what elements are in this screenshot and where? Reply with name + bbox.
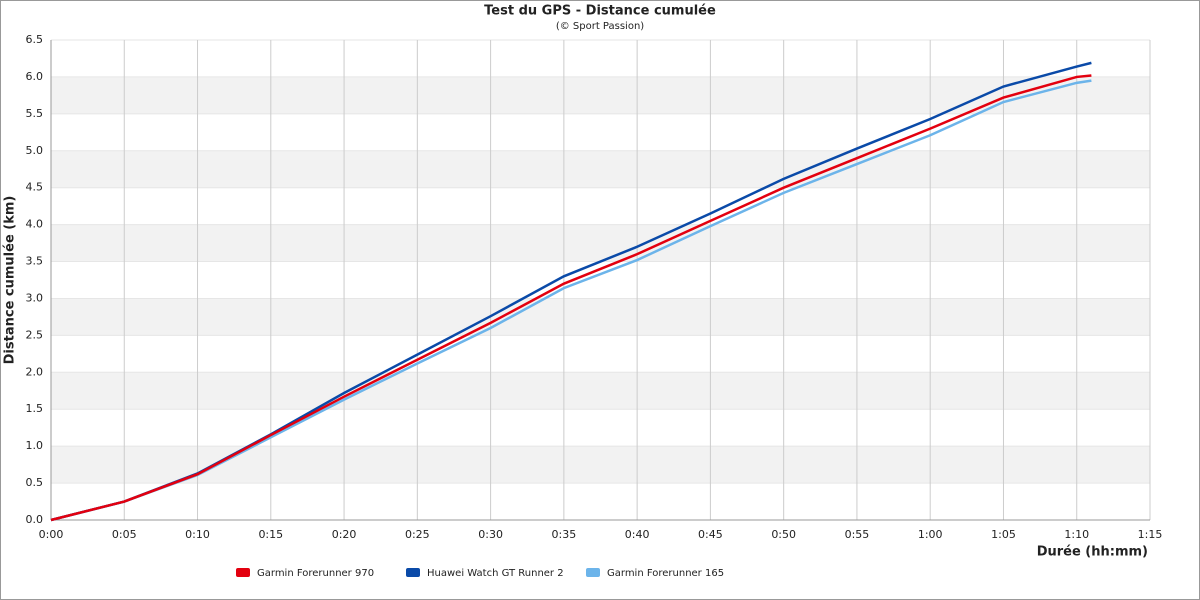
chart-title: Test du GPS - Distance cumulée [484, 4, 716, 19]
grid-band [51, 298, 1150, 336]
y-tick-label: 2.5 [26, 328, 44, 341]
x-tick-label: 0:55 [845, 528, 870, 541]
legend-swatch [406, 568, 420, 577]
line-series [50, 79, 1092, 522]
x-tick-label: 1:05 [991, 528, 1016, 541]
x-tick-label: 1:15 [1138, 528, 1163, 541]
x-tick-label: 0:05 [112, 528, 137, 541]
grid-band [51, 372, 1150, 410]
y-tick-label: 4.5 [26, 181, 44, 194]
legend-swatch [236, 568, 250, 577]
y-tick-label: 6.0 [26, 70, 44, 83]
y-tick-label: 1.0 [26, 439, 44, 452]
legend-swatch [586, 568, 600, 577]
x-tick-label: 0:30 [478, 528, 503, 541]
x-tick-label: 1:10 [1064, 528, 1089, 541]
x-tick-label: 1:00 [918, 528, 943, 541]
x-tick-label: 0:50 [771, 528, 796, 541]
x-tick-label: 0:20 [332, 528, 357, 541]
y-tick-label: 6.5 [26, 33, 44, 46]
legend-label: Garmin Forerunner 970 [257, 568, 374, 579]
line-series [50, 74, 1092, 522]
x-tick-label: 0:35 [552, 528, 577, 541]
y-tick-label: 5.5 [26, 107, 44, 120]
y-tick-label: 0.0 [26, 513, 44, 526]
bands [51, 40, 1150, 520]
y-tick-label: 2.0 [26, 365, 44, 378]
x-tick-label: 0:15 [258, 528, 283, 541]
y-tick-label: 4.0 [26, 218, 44, 231]
grid-band [51, 224, 1150, 262]
legend-label: Huawei Watch GT Runner 2 [427, 568, 564, 579]
x-axis-label: Durée (hh:mm) [1037, 545, 1148, 560]
x-tick-label: 0:10 [185, 528, 210, 541]
x-tick-label: 0:00 [39, 528, 64, 541]
x-tick-label: 0:40 [625, 528, 650, 541]
chart-subtitle: (© Sport Passion) [556, 21, 644, 32]
grid-band [51, 150, 1150, 188]
y-tick-label: 3.0 [26, 291, 44, 304]
y-tick-label: 5.0 [26, 144, 44, 157]
y-tick-label: 3.5 [26, 255, 44, 268]
legend-label: Garmin Forerunner 165 [607, 568, 724, 579]
y-axis-label: Distance cumulée (km) [3, 196, 18, 365]
x-tick-label: 0:45 [698, 528, 723, 541]
grid-band [51, 446, 1150, 484]
grid-band [51, 76, 1150, 114]
y-tick-label: 1.5 [26, 402, 44, 415]
y-tick-label: 0.5 [26, 476, 44, 489]
x-tick-label: 0:25 [405, 528, 430, 541]
